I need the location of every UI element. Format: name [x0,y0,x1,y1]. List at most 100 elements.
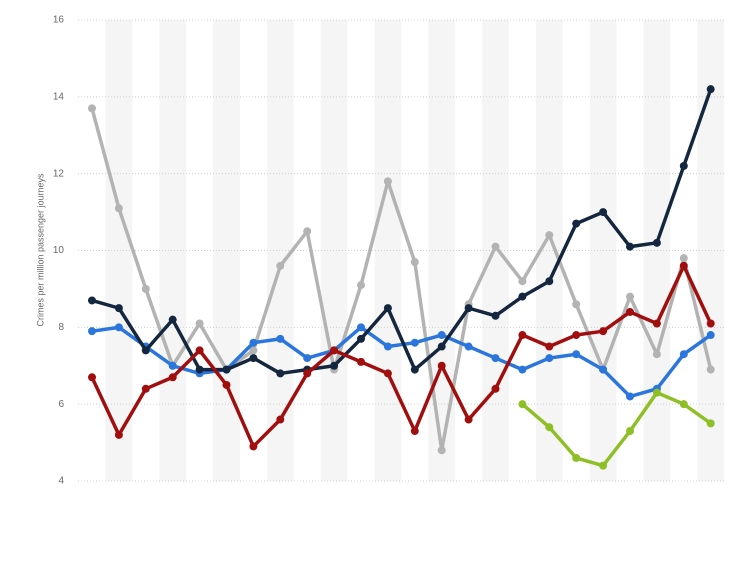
y-tick-label: 8 [58,322,64,333]
band [697,20,725,481]
point [383,304,392,313]
band [213,20,240,481]
point [599,461,608,470]
point [626,392,634,401]
point [383,369,392,378]
point [276,261,285,270]
point [491,384,500,393]
point [599,208,608,217]
point [276,334,285,343]
point [437,331,446,340]
point [222,380,231,389]
point [491,242,500,251]
point [303,227,312,236]
series-line [521,390,712,468]
point [706,319,715,328]
point [195,346,204,355]
point [141,284,150,293]
point [141,384,150,393]
point [679,254,688,263]
point [168,373,177,382]
y-tick-label: 12 [53,168,65,179]
point [652,238,661,247]
point [652,350,661,359]
point [464,415,473,424]
series-line [91,88,713,376]
point [626,292,634,301]
point [410,338,419,347]
point [141,346,150,355]
point [652,319,661,328]
point [599,365,608,374]
point [545,423,554,432]
y-tick-label: 14 [53,91,65,102]
point [491,354,500,363]
point [249,338,258,347]
point [545,231,554,240]
point [518,277,527,286]
point [599,327,608,336]
point [276,415,285,424]
point [410,365,419,374]
point [652,388,661,397]
point [706,365,715,374]
point [679,350,688,359]
point [626,427,634,436]
point [410,427,419,436]
point [518,400,527,409]
point [88,373,96,382]
point [357,281,365,290]
point [303,369,312,378]
point [357,357,365,366]
point [464,342,473,351]
point [114,304,123,313]
point [464,304,473,313]
y-tick-label: 10 [53,245,65,256]
point [168,361,177,370]
point [626,307,634,316]
point [114,430,123,439]
point [679,400,688,409]
point [249,354,258,363]
series-line [90,264,713,449]
point [518,365,527,374]
point [572,219,581,228]
y-tick-label: 16 [53,15,65,26]
point [88,104,96,113]
band [159,20,187,481]
y-tick-label: 6 [58,399,64,410]
point [572,453,581,462]
band [105,20,133,481]
point [249,442,258,451]
point [706,419,715,428]
point [195,365,204,374]
point [572,331,581,340]
point [276,369,285,378]
point [491,311,500,320]
point [518,331,527,340]
point [195,319,204,328]
series-line [90,107,713,453]
point [437,361,446,370]
point [679,261,688,270]
point [518,292,527,301]
y-axis-label: Crimes per million passenger journeys [35,173,45,327]
point [545,277,554,286]
band [320,20,348,481]
point [330,361,339,370]
point [249,346,258,355]
point [88,296,96,305]
point [545,354,554,363]
point [303,354,312,363]
point [410,258,419,267]
point [168,315,177,324]
point [706,331,715,340]
point [114,204,123,213]
point [357,323,365,332]
point [330,346,339,355]
point [357,334,365,343]
point [383,177,392,186]
point [437,342,446,351]
point [383,342,392,351]
